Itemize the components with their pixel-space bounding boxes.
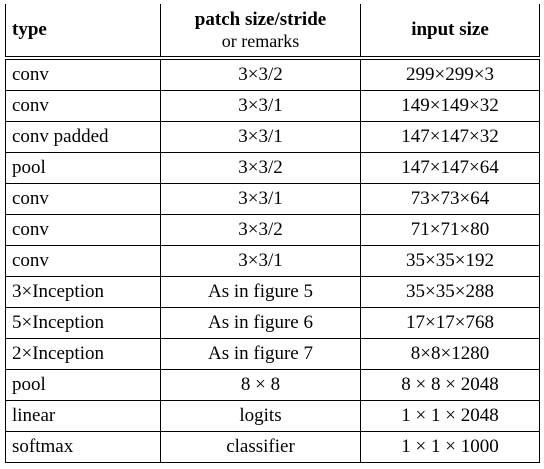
table-cell: As in figure 6 xyxy=(160,307,361,339)
header-cell: input size xyxy=(360,4,540,60)
table-cell: pool xyxy=(5,152,161,184)
table-cell: 3×3/1 xyxy=(160,245,361,277)
table-row: 3×Inception As in figure 5 35×35×288 xyxy=(5,276,540,308)
table-row: linear logits 1 × 1 × 2048 xyxy=(5,400,540,432)
architecture-table: type patch size/stride or remarks input … xyxy=(5,4,540,463)
table-cell: conv xyxy=(5,58,161,91)
table-cell: conv xyxy=(5,214,161,246)
table-cell: 1 × 1 × 2048 xyxy=(360,400,540,432)
header-subtext: or remarks xyxy=(221,31,300,51)
table-cell: 1 × 1 × 1000 xyxy=(360,431,540,463)
table-cell: classifier xyxy=(160,431,361,463)
table-body: conv 3×3/2 299×299×3 conv 3×3/1 149×149×32 con… xyxy=(5,58,540,463)
table-cell: logits xyxy=(160,400,361,432)
table-cell: 17×17×768 xyxy=(360,307,540,339)
table-row: 2×Inception As in figure 7 8×8×1280 xyxy=(5,338,540,370)
table-cell: 147×147×64 xyxy=(360,152,540,184)
table-cell: 8×8×1280 xyxy=(360,338,540,370)
table-row: conv 3×3/2 299×299×3 xyxy=(5,58,540,91)
table-cell: conv xyxy=(5,245,161,277)
table-cell: 299×299×3 xyxy=(360,58,540,91)
table-row: conv 3×3/1 73×73×64 xyxy=(5,183,540,215)
table-cell: conv xyxy=(5,183,161,215)
table-cell: 35×35×288 xyxy=(360,276,540,308)
table-cell: 3×3/2 xyxy=(160,58,361,91)
table-row: pool 3×3/2 147×147×64 xyxy=(5,152,540,184)
header-row: type patch size/stride or remarks input … xyxy=(5,4,540,60)
table-cell: conv padded xyxy=(5,121,161,153)
table-row: softmax classifier 1 × 1 × 1000 xyxy=(5,431,540,463)
table-row: conv 3×3/1 35×35×192 xyxy=(5,245,540,277)
table-row: conv 3×3/1 149×149×32 xyxy=(5,90,540,122)
table-cell: softmax xyxy=(5,431,161,463)
table-cell: 8 × 8 × 2048 xyxy=(360,369,540,401)
table-cell: 3×3/1 xyxy=(160,121,361,153)
table-cell: 149×149×32 xyxy=(360,90,540,122)
table-cell: 3×3/2 xyxy=(160,214,361,246)
header-text: patch size/stride xyxy=(194,9,327,30)
table-cell: 2×Inception xyxy=(5,338,161,370)
table-cell: 3×3/1 xyxy=(160,183,361,215)
table-cell: 3×3/1 xyxy=(160,90,361,122)
table-row: 5×Inception As in figure 6 17×17×768 xyxy=(5,307,540,339)
table-cell: 35×35×192 xyxy=(360,245,540,277)
table-cell: linear xyxy=(5,400,161,432)
table-cell: 3×3/2 xyxy=(160,152,361,184)
header-cell: type xyxy=(5,4,161,60)
table-cell: As in figure 7 xyxy=(160,338,361,370)
table-cell: 5×Inception xyxy=(5,307,161,339)
table-cell: 147×147×32 xyxy=(360,121,540,153)
header-cell: patch size/stride or remarks xyxy=(160,4,361,60)
table-row: conv 3×3/2 71×71×80 xyxy=(5,214,540,246)
table-cell: 73×73×64 xyxy=(360,183,540,215)
table-row: conv padded 3×3/1 147×147×32 xyxy=(5,121,540,153)
table-cell: As in figure 5 xyxy=(160,276,361,308)
table-cell: 71×71×80 xyxy=(360,214,540,246)
table-cell: 3×Inception xyxy=(5,276,161,308)
table-cell: conv xyxy=(5,90,161,122)
table-cell: 8 × 8 xyxy=(160,369,361,401)
table-cell: pool xyxy=(5,369,161,401)
